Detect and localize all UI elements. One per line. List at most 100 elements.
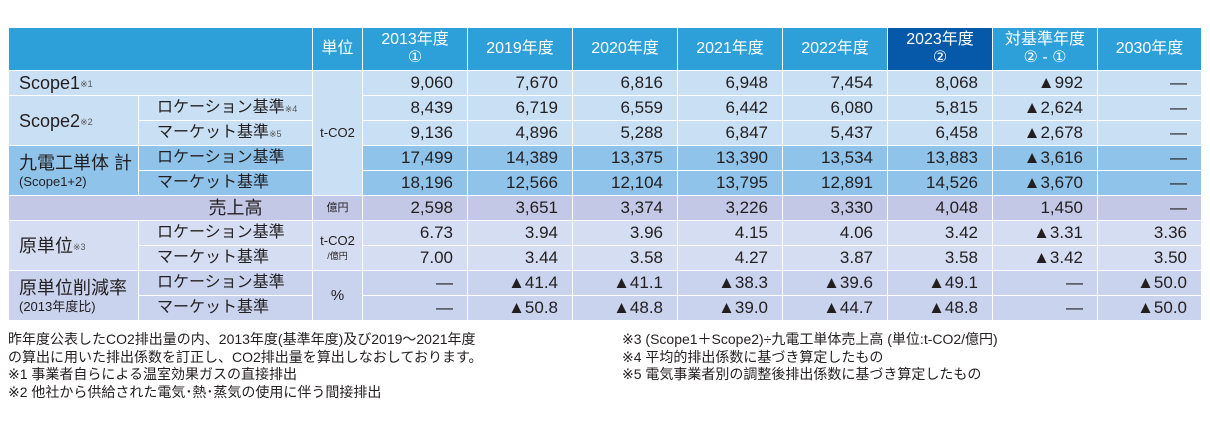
cell-value: — <box>1097 120 1202 146</box>
row-label-total: 九電工単体 計 (Scope1+2) <box>8 145 139 196</box>
cell-value: — <box>362 270 468 296</box>
footnote-3: ※3 (Scope1＋Scope2)÷九電工単体売上高 (単位:t-CO2/億円… <box>622 331 998 347</box>
row-label-scope1: Scope1※1 <box>8 70 313 96</box>
cell-value: 7,454 <box>782 70 888 96</box>
table-row-scope2-location: Scope2※2 ロケーション基準※4 8,439 6,719 6,559 6,442… <box>8 95 1202 146</box>
cell-value: 9,060 <box>362 70 468 96</box>
sublabel-location: ロケーション基準 <box>138 270 313 296</box>
cell-value: — <box>362 295 468 321</box>
note-ref-5: ※5 <box>269 129 282 139</box>
cell-value: — <box>1097 95 1202 121</box>
cell-value: 3.36 <box>1097 220 1202 246</box>
footnote-1: ※1 事業者自らによる温室効果ガスの直接排出 <box>8 366 297 382</box>
cell-value: 5,288 <box>572 120 678 146</box>
cell-value: — <box>1097 170 1202 196</box>
cell-value: ▲50.0 <box>1097 295 1202 321</box>
unit-tco2: t-CO2 <box>312 70 363 196</box>
reduction-sublabel: (2013年度比) <box>19 298 96 314</box>
cell-value: 5,815 <box>887 95 993 121</box>
cell-value: 4.27 <box>677 245 783 271</box>
cell-value: 3,651 <box>467 195 573 221</box>
sublabel-market: マーケット基準 <box>138 170 313 196</box>
cell-value: 13,375 <box>572 145 678 171</box>
row-label-reduction: 原単位削減率 (2013年度比) <box>8 270 139 321</box>
table-row-total-market: マーケット基準 18,196 12,566 12,104 13,795 12,891 14… <box>9 170 1202 196</box>
cell-value: 7,670 <box>467 70 573 96</box>
cell-value: 6,559 <box>572 95 678 121</box>
unit-intensity: t-CO2/億円 <box>312 220 363 271</box>
cell-value: 4,048 <box>887 195 993 221</box>
cell-value: — <box>1097 70 1202 96</box>
header-diff-label: 対基準年度 <box>1004 31 1085 48</box>
header-2021: 2021年度 <box>677 27 783 71</box>
cell-value: ▲3,670 <box>992 170 1098 196</box>
scope1-label: Scope1 <box>19 73 81 93</box>
cell-value: 4.15 <box>677 220 783 246</box>
cell-value: 6,948 <box>677 70 783 96</box>
cell-value: ▲39.0 <box>677 295 783 321</box>
cell-value: ▲48.8 <box>887 295 993 321</box>
cell-value: ▲38.3 <box>677 270 783 296</box>
unit-intensity-line2: /億円 <box>327 250 348 261</box>
cell-value: ▲39.6 <box>782 270 888 296</box>
notes-right: ※3 (Scope1＋Scope2)÷九電工単体売上高 (単位:t-CO2/億円… <box>622 331 998 384</box>
cell-value: 6,080 <box>782 95 888 121</box>
note-line: 昨年度公表したCO2排出量の内、2013年度(基準年度)及び2019～2021年… <box>8 331 476 347</box>
header-2022: 2022年度 <box>782 27 888 71</box>
cell-value: 13,390 <box>677 145 783 171</box>
cell-value: 3.50 <box>1097 245 1202 271</box>
cell-value: 6,816 <box>572 70 678 96</box>
cell-value: 12,566 <box>467 170 573 196</box>
header-unit: 単位 <box>312 27 363 71</box>
cell-value: 3,226 <box>677 195 783 221</box>
row-label-scope2: Scope2※2 <box>8 95 139 146</box>
table-row-scope1: Scope1※1 t-CO2 9,060 7,670 6,816 6,948 7,454… <box>8 70 1202 196</box>
cell-value: ▲50.0 <box>1097 270 1202 296</box>
cell-value: ▲50.8 <box>467 295 573 321</box>
unit-intensity-line1: t-CO2 <box>320 232 355 248</box>
footnote-4: ※4 平均的排出係数に基づき算定したもの <box>622 348 884 365</box>
cell-value: 7.00 <box>362 245 468 271</box>
cell-value: 14,389 <box>467 145 573 171</box>
row-label-sales: 売上高 <box>8 195 313 221</box>
cell-value: ▲48.8 <box>572 295 678 321</box>
cell-value: ▲44.7 <box>782 295 888 321</box>
sublabel-market-text: マーケット基準 <box>157 124 270 141</box>
cell-value: 4,896 <box>467 120 573 146</box>
cell-value: 3.58 <box>887 245 993 271</box>
cell-value: — <box>1097 145 1202 171</box>
row-label-intensity: 原単位※3 <box>8 220 139 271</box>
cell-value: ▲3.31 <box>992 220 1098 246</box>
cell-value: 2,598 <box>362 195 468 221</box>
header-row: 単位 2013年度 ① 2019年度 2020年度 2021年度 2022年度 2… <box>8 27 1202 71</box>
table-row-reduction-market: マーケット基準 — ▲50.8 ▲48.8 ▲39.0 ▲44.7 ▲48.8— ▲50.0 <box>9 295 1202 321</box>
emissions-table: 単位 2013年度 ① 2019年度 2020年度 2021年度 2022年度 2… <box>8 27 1202 321</box>
cell-value: 17,499 <box>362 145 468 171</box>
cell-value: 4.06 <box>782 220 888 246</box>
header-blank <box>8 27 313 71</box>
sublabel-location: ロケーション基準 <box>138 220 313 246</box>
note-line: の算出に用いた排出係数を訂正し、CO2排出量を算出しなおしております。 <box>8 348 483 365</box>
cell-value: — <box>1097 195 1202 221</box>
cell-value: 8,068 <box>887 70 993 96</box>
cell-value: 3.96 <box>572 220 678 246</box>
header-2023: 2023年度 ② <box>887 27 993 71</box>
cell-value: 1,450 <box>992 195 1098 221</box>
sublabel-market: マーケット基準 <box>138 245 313 271</box>
cell-value: 3.42 <box>887 220 993 246</box>
header-2023-year: 2023年度 <box>906 31 974 48</box>
cell-value: 6,442 <box>677 95 783 121</box>
table-row-total-location: 九電工単体 計 (Scope1+2) ロケーション基準 17,499 14,389 1… <box>8 145 1202 196</box>
intensity-label: 原単位 <box>19 235 73 256</box>
cell-value: 6.73 <box>362 220 468 246</box>
table-row-reduction-location: 原単位削減率 (2013年度比) ロケーション基準 % — ▲41.4 ▲41.1 ▲3… <box>8 270 1202 321</box>
cell-value: 12,104 <box>572 170 678 196</box>
header-2013-mark: ① <box>407 49 423 66</box>
cell-value: — <box>992 270 1098 296</box>
reduction-label: 原単位削減率 <box>19 277 127 298</box>
header-diff: 対基準年度 ② - ① <box>992 27 1098 71</box>
cell-value: 3.87 <box>782 245 888 271</box>
note-ref-1: ※1 <box>80 79 93 89</box>
cell-value: 6,847 <box>677 120 783 146</box>
cell-value: 13,883 <box>887 145 993 171</box>
